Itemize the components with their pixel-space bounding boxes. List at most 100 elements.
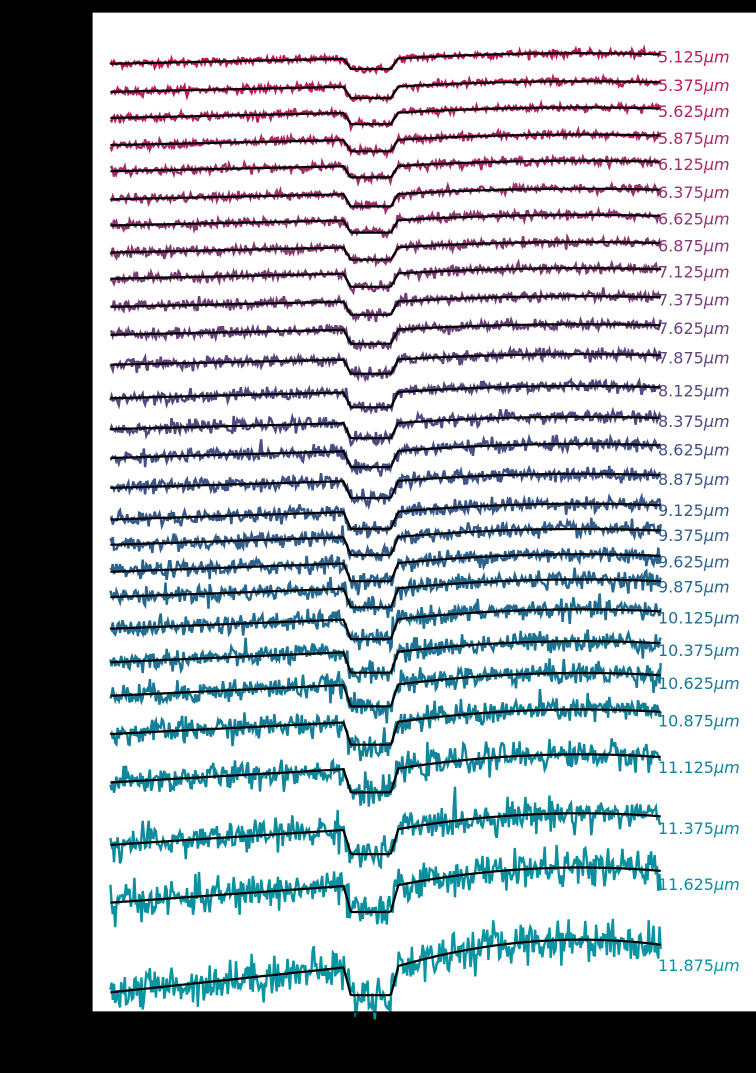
series-5.125 <box>109 44 662 76</box>
series-5.875 <box>109 125 662 160</box>
series-label-value: 9.875 <box>658 578 704 597</box>
series-label-7.125: 7.125μm <box>658 263 730 282</box>
series-11.875 <box>109 918 662 1020</box>
series-label-10.125: 10.125μm <box>658 609 740 628</box>
model-line-7.625 <box>110 323 661 345</box>
model-line-9.875 <box>110 578 661 609</box>
series-label-value: 6.375 <box>658 183 704 202</box>
series-label-5.875: 5.875μm <box>658 129 730 148</box>
series-label-value: 7.625 <box>658 319 704 338</box>
series-label-11.625: 11.625μm <box>658 875 740 894</box>
data-points-9.375 <box>109 517 662 563</box>
series-label-5.125: 5.125μm <box>658 48 730 67</box>
series-label-8.625: 8.625μm <box>658 440 730 459</box>
model-line-11.375 <box>110 812 661 856</box>
series-11.375 <box>109 786 662 870</box>
series-9.875 <box>109 567 662 618</box>
series-label-value: 8.125 <box>658 381 704 400</box>
series-label-unit: μm <box>713 758 740 777</box>
series-label-6.125: 6.125μm <box>658 155 730 174</box>
series-label-unit: μm <box>703 48 730 67</box>
series-7.875 <box>109 344 662 383</box>
series-7.125 <box>109 258 662 296</box>
series-label-value: 6.875 <box>658 237 704 256</box>
x-tick-label: 1.0 <box>713 1021 738 1040</box>
series-label-5.375: 5.375μm <box>658 76 730 95</box>
series-label-value: 10.875 <box>658 711 714 730</box>
data-points-10.125 <box>109 593 662 654</box>
series-label-unit: μm <box>703 76 730 95</box>
series-label-8.375: 8.375μm <box>658 412 730 431</box>
series-label-value: 11.875 <box>658 956 714 975</box>
series-label-6.875: 6.875μm <box>658 237 730 256</box>
series-6.625 <box>109 205 661 240</box>
series-5.375 <box>110 73 662 105</box>
series-7.625 <box>109 315 662 353</box>
series-label-unit: μm <box>703 209 730 228</box>
series-label-unit: μm <box>703 552 730 571</box>
model-line-7.125 <box>110 267 661 288</box>
model-line-9.375 <box>110 527 661 557</box>
series-11.125 <box>109 738 662 807</box>
series-label-9.875: 9.875μm <box>658 578 730 597</box>
series-8.625 <box>109 433 661 477</box>
series-label-unit: μm <box>703 102 730 121</box>
model-line-9.125 <box>110 502 661 530</box>
series-label-unit: μm <box>713 674 740 693</box>
data-points-10.375 <box>109 629 662 684</box>
series-label-unit: μm <box>703 578 730 597</box>
series-label-9.125: 9.125μm <box>658 501 730 520</box>
series-label-value: 10.375 <box>658 641 714 660</box>
x-axis-label-tail: ] - 60775.74 <box>438 1051 537 1070</box>
model-line-10.875 <box>110 708 661 746</box>
series-label-value: 8.625 <box>658 440 704 459</box>
series-label-unit: μm <box>703 291 730 310</box>
series-label-value: 8.375 <box>658 412 704 431</box>
data-points-6.625 <box>109 205 661 240</box>
series-label-value: 7.375 <box>658 291 704 310</box>
series-9.375 <box>109 517 662 563</box>
series-label-value: 10.125 <box>658 609 714 628</box>
model-line-11.625 <box>110 866 661 914</box>
model-line-5.875 <box>110 133 661 153</box>
model-line-11.875 <box>110 938 661 997</box>
axis-layer: 0.0 0.2 0.4 0.6 0.8 1.0 0.94 0.96 0.98 1.00 1.02 1.… <box>46 11 756 1040</box>
series-label-unit: μm <box>703 237 730 256</box>
series-11.625 <box>109 844 662 928</box>
series-label-unit: μm <box>703 129 730 148</box>
model-line-8.375 <box>110 415 661 440</box>
x-tick-label: 0.8 <box>590 1021 615 1040</box>
data-points-8.125 <box>109 377 662 415</box>
y-tick-label: 0.96 <box>46 811 82 830</box>
series-label-6.625: 6.625μm <box>658 209 730 228</box>
model-line-6.125 <box>110 159 661 179</box>
x-tick-label: 0.2 <box>221 1021 246 1040</box>
series-label-unit: μm <box>703 349 730 368</box>
y-tick-label: 0.98 <box>46 624 82 643</box>
series-label-unit: μm <box>703 155 730 174</box>
data-points-8.875 <box>109 464 661 511</box>
y-tick-label: 1.04 <box>46 64 82 83</box>
model-line-9.625 <box>110 553 661 583</box>
series-10.625 <box>109 658 662 724</box>
series-label-unit: μm <box>703 183 730 202</box>
series-8.875 <box>109 464 661 511</box>
series-label-value: 7.125 <box>658 263 704 282</box>
series-label-value: 5.625 <box>658 102 704 121</box>
model-line-7.875 <box>110 353 661 375</box>
model-line-6.625 <box>110 213 661 234</box>
series-label-11.375: 11.375μm <box>658 819 740 838</box>
model-line-8.875 <box>110 472 661 500</box>
series-label-value: 11.125 <box>658 758 714 777</box>
y-tick-label: 1.00 <box>46 438 82 457</box>
series-label-unit: μm <box>703 263 730 282</box>
model-line-8.625 <box>110 442 661 469</box>
series-6.125 <box>109 153 662 187</box>
series-label-8.875: 8.875μm <box>658 470 730 489</box>
series-7.375 <box>110 287 662 323</box>
series-label-unit: μm <box>713 956 740 975</box>
x-tick-label: 0.6 <box>467 1021 492 1040</box>
model-line-5.125 <box>110 52 661 71</box>
series-label-value: 5.375 <box>658 76 704 95</box>
